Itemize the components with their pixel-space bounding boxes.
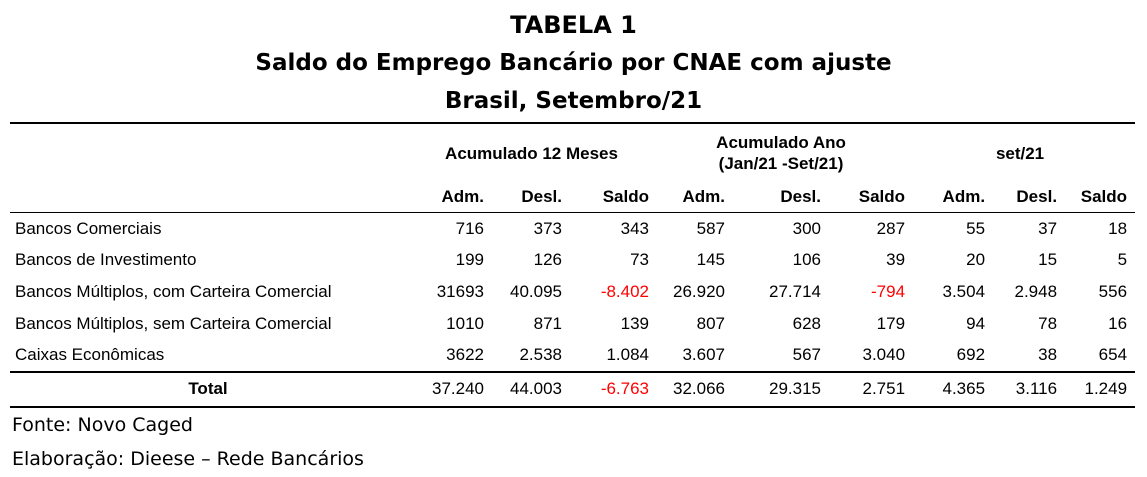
table-cell: 343 [620, 218, 650, 238]
table-cell: 179 [876, 313, 906, 333]
table-row: Bancos Comerciais 716 373 343 587 300 28… [10, 213, 1135, 245]
table-cell: 39 [886, 250, 906, 270]
table-cell: 587 [696, 218, 726, 238]
total-cell: 37.240 [414, 371, 492, 408]
table-cell: 716 [455, 218, 484, 238]
table-cell: 628 [792, 313, 822, 333]
table-cell: 94 [966, 313, 986, 333]
employment-table: Acumulado 12 Meses Acumulado Ano (Jan/21 … [10, 122, 1136, 408]
column-header: Adm. [657, 182, 734, 213]
total-cell: 32.066 [657, 371, 734, 408]
column-header: Adm. [913, 182, 994, 213]
table-cell: 106 [792, 250, 822, 270]
total-cell: 1.249 [1065, 371, 1136, 408]
table-cell: 126 [533, 250, 562, 270]
table-cell: 692 [913, 339, 994, 373]
table-cell: 2.538 [492, 339, 570, 373]
title-line-2: Saldo do Emprego Bancário por CNAE com a… [255, 50, 892, 76]
table-cell: -8.402 [600, 281, 650, 301]
table-cell: 3.040 [829, 339, 914, 373]
group-header-row: Acumulado 12 Meses Acumulado Ano (Jan/21 … [10, 122, 1136, 182]
table-cell: 20 [966, 250, 986, 270]
table-title: TABELA 1 Saldo do Emprego Bancário por C… [0, 6, 1147, 120]
table-cell: 38 [993, 339, 1066, 373]
total-cell: 3.116 [993, 371, 1066, 408]
table-cell: 27.714 [769, 281, 822, 301]
source-note: Fonte: Novo Caged [12, 414, 193, 436]
table-row: Bancos de Investimento 199 126 73 145 10… [10, 245, 1135, 277]
total-label: Total [10, 371, 414, 408]
row-label: Bancos Múltiplos, com Carteira Comercial [15, 281, 332, 301]
table-cell: 139 [620, 313, 650, 333]
table-cell: 145 [696, 250, 726, 270]
column-header: Adm. [414, 182, 492, 213]
table-cell: 287 [876, 218, 906, 238]
table-cell: 3.607 [657, 339, 734, 373]
author-note: Elaboração: Dieese – Rede Bancários [12, 448, 364, 470]
header-blank [10, 122, 414, 182]
total-row: Total 37.240 44.003 -6.763 32.066 29.315… [10, 371, 1136, 408]
table-cell: 1010 [446, 313, 484, 333]
column-header-blank [10, 182, 414, 213]
total-cell: 29.315 [733, 371, 830, 408]
column-header: Desl. [492, 182, 570, 213]
table-cell: 3.504 [942, 281, 986, 301]
table-row: Bancos Múltiplos, com Carteira Comercial… [10, 276, 1135, 308]
table-cell: 15 [1038, 250, 1058, 270]
row-label: Caixas Econômicas [10, 339, 414, 373]
table-cell: 73 [630, 250, 650, 270]
table-cell: 300 [792, 218, 822, 238]
table-cell: 37 [1038, 218, 1058, 238]
column-header: Saldo [829, 182, 914, 213]
table-cell: 2.948 [1014, 281, 1058, 301]
table-row: Caixas Econômicas 3622 2.538 1.084 3.607… [10, 339, 1136, 373]
total-cell: -6.763 [570, 371, 658, 408]
table-cell: 78 [1038, 313, 1058, 333]
total-cell: 2.751 [829, 371, 914, 408]
table-cell: 654 [1065, 339, 1136, 373]
column-header: Saldo [570, 182, 658, 213]
table-cell: -794 [871, 281, 906, 301]
total-cell: 44.003 [492, 371, 570, 408]
table-cell: 31693 [436, 281, 484, 301]
group-header-month: set/21 [913, 122, 1136, 182]
table-cell: 26.920 [673, 281, 726, 301]
table-cell: 567 [733, 339, 830, 373]
row-label: Bancos de Investimento [15, 250, 197, 270]
total-cell: 4.365 [913, 371, 994, 408]
group-header-year: Acumulado Ano (Jan/21 -Set/21) [657, 122, 914, 182]
table-cell: 16 [1108, 313, 1128, 333]
row-label: Bancos Múltiplos, sem Carteira Comercial [15, 313, 332, 333]
column-header: Saldo [1065, 182, 1136, 213]
table-cell: 199 [455, 250, 484, 270]
group-header-12-months: Acumulado 12 Meses [414, 122, 658, 182]
table-cell: 40.095 [510, 281, 562, 301]
table-cell: 373 [533, 218, 562, 238]
table-cell: 3622 [414, 339, 492, 373]
title-line-1: TABELA 1 [510, 11, 637, 39]
table-cell: 871 [533, 313, 562, 333]
table-cell: 1.084 [570, 339, 658, 373]
title-line-3: Brasil, Setembro/21 [444, 88, 703, 114]
table-cell: 18 [1108, 218, 1128, 238]
table-cell: 556 [1098, 281, 1128, 301]
column-header: Desl. [733, 182, 830, 213]
table-cell: 807 [696, 313, 726, 333]
row-label: Bancos Comerciais [15, 218, 162, 238]
table-cell: 5 [1117, 250, 1128, 270]
table-cell: 55 [966, 218, 986, 238]
column-header-row: Adm. Desl. Saldo Adm. Desl. Saldo Adm. D… [10, 182, 1136, 213]
table-row: Bancos Múltiplos, sem Carteira Comercial… [10, 308, 1135, 340]
column-header: Desl. [993, 182, 1066, 213]
